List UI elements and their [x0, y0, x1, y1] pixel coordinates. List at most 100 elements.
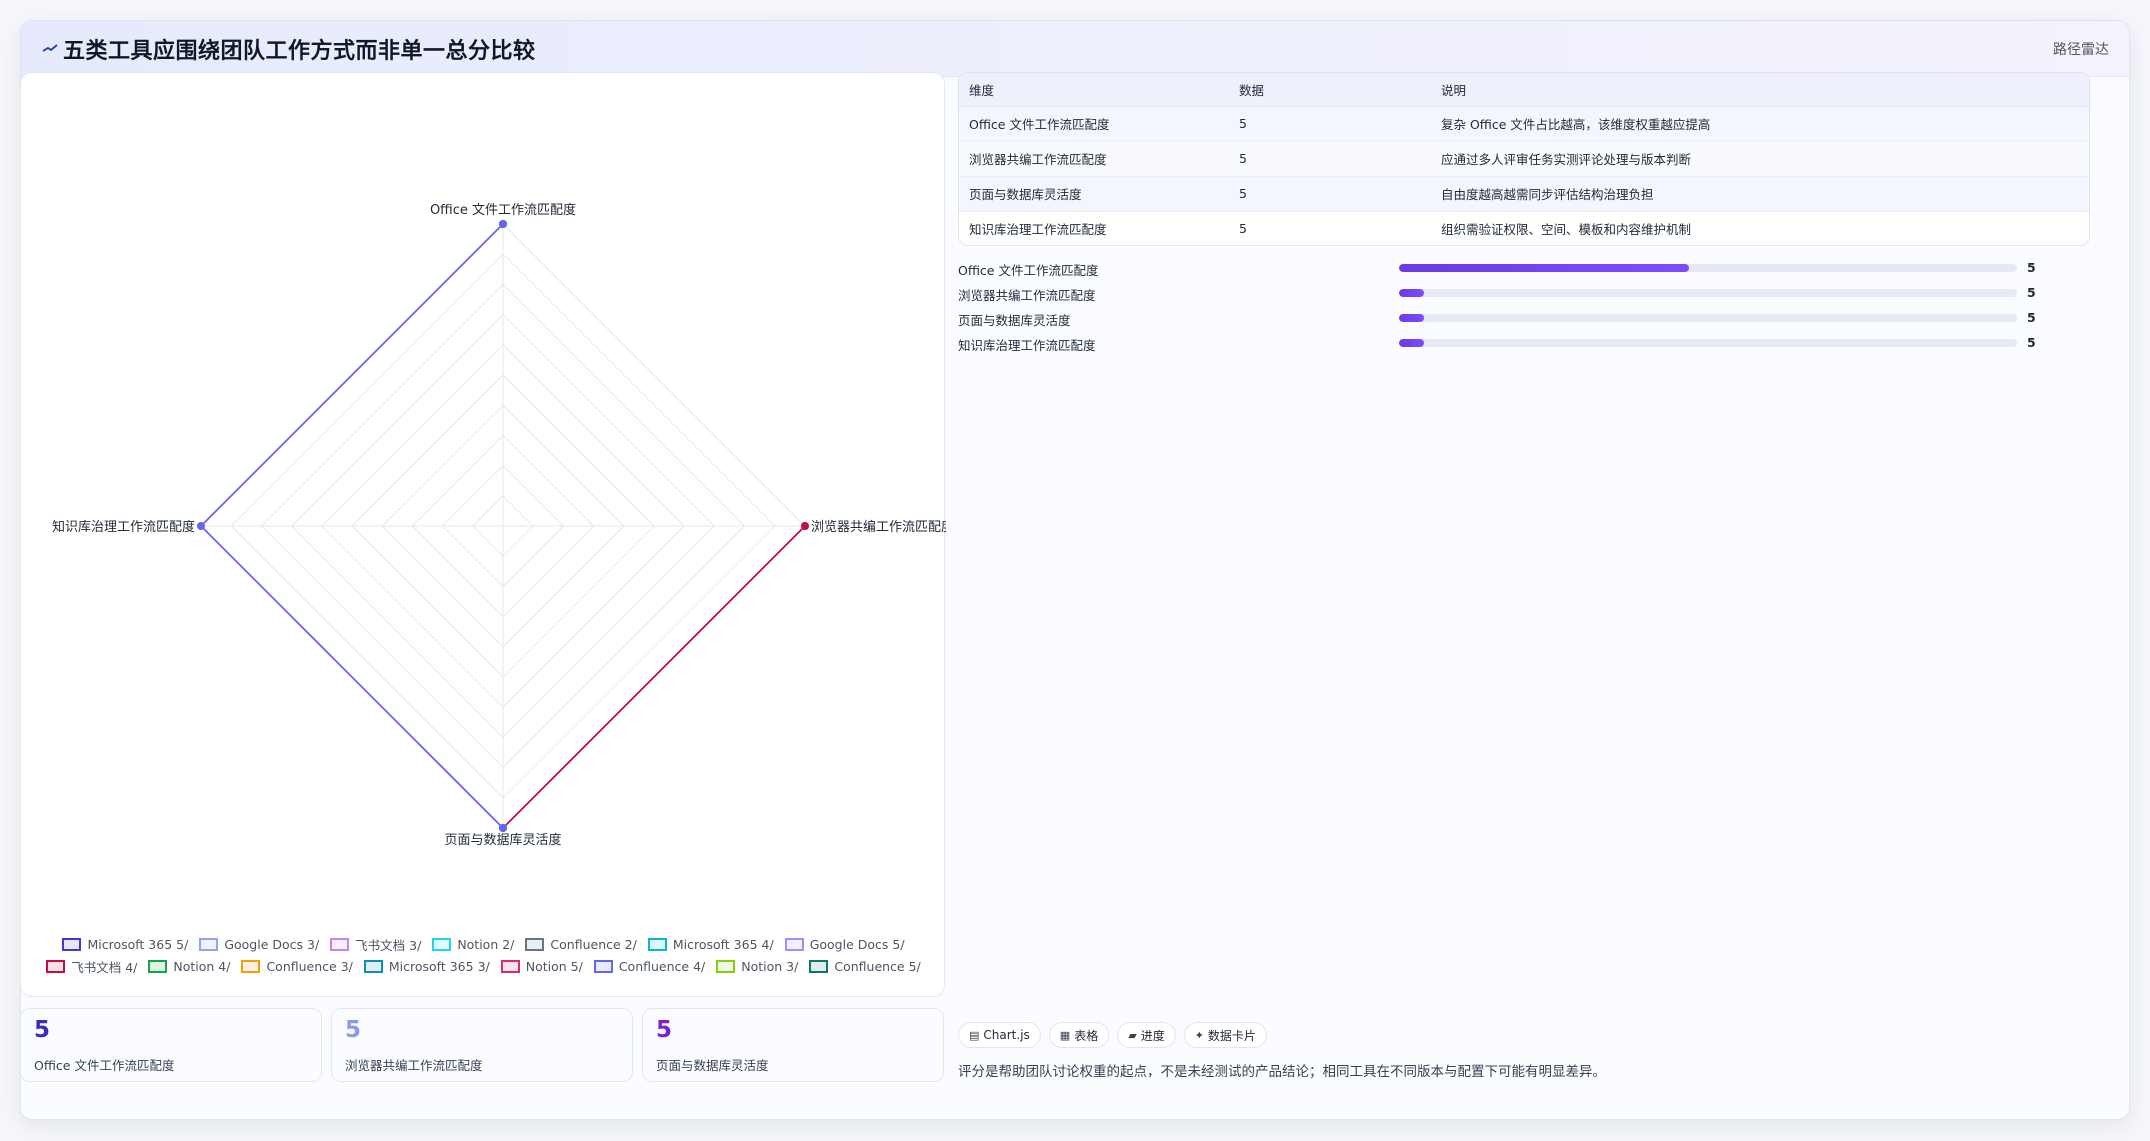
table-row: 页面与数据库灵活度 5 自由度越高越需同步评估结构治理负担	[959, 176, 2089, 212]
legend-label: Confluence 4/	[618, 958, 706, 974]
table-cell: 页面与数据库灵活度	[959, 176, 1229, 212]
column-header-dimension: 维度	[959, 73, 1229, 107]
kpi-card: 5 Office 文件工作流匹配度	[20, 1008, 322, 1082]
legend-swatch	[525, 937, 545, 951]
legend-item[interactable]: Notion 2/	[432, 935, 514, 953]
legend-swatch	[716, 959, 736, 973]
legend-label: Notion 3/	[741, 958, 799, 974]
legend-swatch	[593, 959, 613, 973]
legend-label: 飞书文档 4/	[71, 959, 138, 975]
legend-swatch	[647, 937, 667, 951]
table-cell: 组织需验证权限、空间、模板和内容维护机制	[1431, 211, 2089, 245]
legend-swatch	[809, 959, 829, 973]
legend-label: Microsoft 365 4/	[672, 936, 774, 952]
column-header-description: 说明	[1431, 73, 2089, 107]
progress-value: 5	[2027, 310, 2036, 325]
feature-tag[interactable]: ▦ 表格	[1048, 1022, 1110, 1048]
legend-item[interactable]: Microsoft 365 3/	[363, 957, 490, 975]
legend-item[interactable]: Confluence 2/	[525, 935, 637, 953]
table-cell: 5	[1229, 106, 1431, 142]
legend-swatch	[241, 959, 261, 973]
feature-tags: ▤ Chart.js ▦ 表格 ▰ 进度 ✦ 数据卡片	[958, 1022, 1267, 1048]
table-cell: 5	[1229, 211, 1431, 245]
feature-tag[interactable]: ▰ 进度	[1117, 1022, 1176, 1048]
data-point	[801, 522, 809, 530]
legend-swatch	[148, 959, 168, 973]
progress-bars: Office 文件工作流匹配度 5 浏览器共编工作流匹配度 5 页面与数据库灵活度 5 知识…	[958, 256, 2090, 356]
legend-swatch	[432, 937, 452, 951]
kpi-label: 页面与数据库灵活度	[656, 1058, 769, 1073]
kpi-value: 5	[656, 1017, 673, 1043]
kpi-value: 5	[34, 1017, 51, 1043]
legend-item[interactable]: Microsoft 365 5/	[62, 935, 188, 953]
progress-value: 5	[2027, 285, 2036, 300]
progress-label: Office 文件工作流匹配度	[958, 263, 1099, 278]
legend-item[interactable]: Confluence 5/	[809, 957, 921, 975]
feature-tag[interactable]: ▤ Chart.js	[958, 1022, 1041, 1048]
progress-fill	[1399, 264, 1690, 272]
data-table: 维度 数据 说明 Office 文件工作流匹配度 5 复杂 Office 文件占…	[959, 73, 2089, 245]
legend-label: Microsoft 365 3/	[388, 958, 490, 974]
progress-label: 知识库治理工作流匹配度	[958, 338, 1096, 353]
progress-row: 浏览器共编工作流匹配度 5	[958, 281, 2090, 306]
table-cell: 5	[1229, 176, 1431, 212]
progress-value: 5	[2027, 260, 2036, 275]
table-row: Office 文件工作流匹配度 5 复杂 Office 文件占比越高，该维度权重…	[959, 106, 2089, 142]
legend-label: Confluence 5/	[834, 958, 921, 974]
table-row: 浏览器共编工作流匹配度 5 应通过多人评审任务实测评论处理与版本判断	[959, 141, 2089, 177]
axis-label: 浏览器共编工作流匹配度	[811, 519, 946, 535]
legend-item[interactable]: Google Docs 3/	[199, 935, 319, 953]
table-cell: Office 文件工作流匹配度	[959, 106, 1229, 142]
legend-swatch	[784, 937, 804, 951]
legend-label: Google Docs 5/	[809, 936, 905, 952]
kpi-label: 浏览器共编工作流匹配度	[345, 1058, 483, 1073]
legend-swatch	[500, 959, 520, 973]
legend-item[interactable]: Notion 4/	[148, 957, 230, 975]
legend-item[interactable]: Confluence 4/	[593, 957, 706, 975]
kpi-card: 5 浏览器共编工作流匹配度	[331, 1008, 633, 1082]
sparkle-icon: ✦	[1194, 1028, 1204, 1042]
page-title: 五类工具应围绕团队工作方式而非单一总分比较	[63, 39, 536, 64]
progress-track	[1399, 264, 2017, 272]
legend-swatch	[46, 959, 66, 973]
feature-tag-label: 数据卡片	[1207, 1028, 1256, 1043]
title-bar: 五类工具应围绕团队工作方式而非单一总分比较 路径雷达	[21, 21, 2129, 77]
progress-track	[1399, 339, 2017, 347]
legend-item[interactable]: 飞书文档 3/	[330, 935, 421, 953]
kpi-label: Office 文件工作流匹配度	[34, 1058, 175, 1073]
axis-label: Office 文件工作流匹配度	[430, 202, 576, 218]
legend-item[interactable]: Microsoft 365 4/	[647, 935, 774, 953]
feature-tag-label: 进度	[1140, 1028, 1165, 1043]
series-line	[200, 525, 504, 829]
legend-label: Notion 2/	[457, 936, 515, 952]
chart-icon: ▤	[969, 1028, 980, 1042]
kpi-value: 5	[345, 1017, 362, 1043]
progress-row: 知识库治理工作流匹配度 5	[958, 331, 2090, 356]
progress-row: 页面与数据库灵活度 5	[958, 306, 2090, 331]
legend-item[interactable]: Google Docs 5/	[784, 935, 905, 953]
progress-track	[1399, 289, 2017, 297]
legend-item[interactable]: Confluence 3/	[241, 957, 353, 975]
radar-chart-panel: Office 文件工作流匹配度 浏览器共编工作流匹配度 页面与数据库灵活度 知识库治理…	[20, 72, 946, 997]
kpi-cards: 5 Office 文件工作流匹配度 5 浏览器共编工作流匹配度 5 页面与数据库灵活度	[20, 1008, 945, 1082]
axis-label: 知识库治理工作流匹配度	[52, 519, 195, 535]
progress-fill	[1399, 289, 1424, 297]
legend-label: Notion 4/	[173, 958, 231, 974]
column-header-value: 数据	[1229, 73, 1431, 107]
legend-label: Confluence 2/	[550, 936, 637, 952]
footnote: 评分是帮助团队讨论权重的起点，不是未经测试的产品结论；相同工具在不同版本与配置下…	[958, 1064, 1606, 1080]
table-cell: 应通过多人评审任务实测评论处理与版本判断	[1431, 141, 2089, 177]
legend-item[interactable]: 飞书文档 4/	[46, 957, 137, 975]
trend-icon	[42, 44, 58, 52]
feature-tag[interactable]: ✦ 数据卡片	[1183, 1022, 1267, 1048]
progress-label: 浏览器共编工作流匹配度	[958, 288, 1096, 303]
chart-type-label: 路径雷达	[2053, 42, 2109, 58]
table-cell: 知识库治理工作流匹配度	[959, 211, 1229, 245]
progress-fill	[1399, 314, 1424, 322]
data-point	[197, 522, 205, 530]
legend-item[interactable]: Notion 3/	[716, 957, 798, 975]
progress-fill	[1399, 339, 1424, 347]
progress-track	[1399, 314, 2017, 322]
legend-item[interactable]: Notion 5/	[500, 957, 583, 975]
